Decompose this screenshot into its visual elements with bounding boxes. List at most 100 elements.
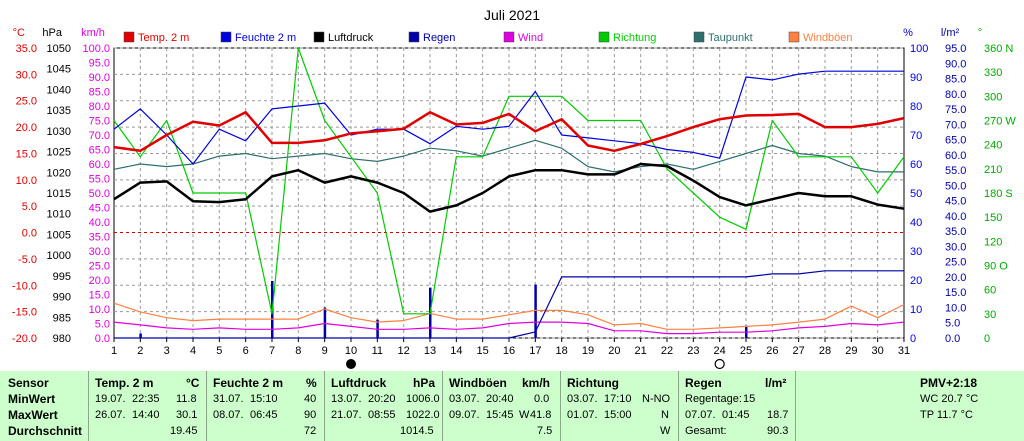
new-moon-icon — [346, 359, 356, 369]
rain-axis-tick-label: 25.0 — [945, 257, 966, 269]
x-tick-label: 20 — [608, 345, 620, 357]
header-pmv: PMV+2:18 — [920, 376, 978, 390]
column-divider — [442, 371, 443, 441]
direction-axis-tick-label: 360 N — [984, 43, 1013, 55]
direction-max-date: 01.07. — [567, 409, 598, 421]
gusts-max-time: 15:45 — [486, 409, 514, 421]
header-rain-unit: l/m² — [765, 376, 787, 390]
x-tick-label: 18 — [556, 345, 568, 357]
gusts-max-dir: W — [519, 409, 530, 421]
row-label-max: MaxWert — [8, 408, 58, 422]
humidity-axis-tick-label: 70 — [910, 130, 922, 142]
humidity-axis-tick-label: 10 — [910, 304, 922, 316]
direction-axis-tick-label: 180 S — [984, 188, 1013, 200]
header-humidity-unit: % — [306, 376, 317, 390]
pressure-axis-tick-label: 1035 — [47, 105, 71, 117]
x-tick-label: 9 — [322, 345, 328, 357]
wind-axis-tick-label: 65.0 — [89, 145, 110, 157]
direction-max-value: N — [661, 409, 669, 421]
pressure-max-date: 21.07. — [331, 409, 362, 421]
rain-axis-tick-label: 10.0 — [945, 302, 966, 314]
pressure-axis-tick-label: 1045 — [47, 64, 71, 76]
rain-max-date: 07.07. — [685, 409, 716, 421]
humidity-axis-tick-label: 20 — [910, 275, 922, 287]
temp-axis-tick-label: -20.0 — [12, 333, 37, 345]
direction-axis-tick-label: 90 O — [984, 261, 1008, 273]
wind-axis-tick-label: 60.0 — [89, 159, 110, 171]
pressure-axis-unit: hPa — [42, 27, 62, 39]
rain-axis-tick-label: 50.0 — [945, 180, 966, 192]
column-divider — [678, 371, 679, 441]
temp-max-value: 30.1 — [176, 409, 198, 421]
humidity-min-date: 31.07. — [213, 393, 244, 405]
legend-swatch — [503, 31, 515, 43]
x-tick-label: 16 — [503, 345, 515, 357]
rain-axis-unit: l/m² — [941, 27, 960, 39]
x-tick-label: 11 — [372, 345, 383, 357]
rain-axis-tick-label: 20.0 — [945, 272, 966, 284]
direction-axis-tick-label: 30 — [984, 309, 996, 321]
x-tick-label: 8 — [295, 345, 301, 357]
axes: 1 2 3 4 5 6 7 8 9 10 11 12 13 14 15 16 17 18 19 20 21 22 23 24 2… — [12, 27, 1016, 370]
header-gusts-unit: km/h — [522, 376, 551, 390]
rain-total-value: 90.3 — [767, 425, 789, 437]
rain-max-value: 18.7 — [767, 409, 789, 421]
wind-axis-tick-label: 90.0 — [89, 72, 110, 84]
rain-axis-tick-label: 35.0 — [945, 226, 966, 238]
temp-axis-tick-label: 10.0 — [16, 175, 37, 187]
row-label-avg: Durchschnitt — [8, 424, 83, 438]
series-line-temp-2-m — [113, 111, 905, 153]
direction-max-time: 15:00 — [604, 409, 632, 421]
direction-avg-value: W — [660, 425, 671, 437]
legend-swatch — [313, 31, 325, 43]
wind-axis-tick-label: 25.0 — [89, 261, 110, 273]
x-tick-label: 24 — [714, 345, 726, 357]
wind-axis-tick-label: 15.0 — [89, 290, 110, 302]
wind-axis-tick-label: 5.0 — [95, 319, 110, 331]
humidity-axis-tick-label: 60 — [910, 159, 922, 171]
row-label-min: MinWert — [8, 392, 56, 406]
header-temp-unit: °C — [186, 376, 200, 390]
wind-axis-tick-label: 85.0 — [89, 87, 110, 99]
x-tick-label: 30 — [872, 345, 884, 357]
x-tick-label: 26 — [766, 345, 778, 357]
humidity-max-date: 08.07. — [213, 409, 244, 421]
direction-min-value: N-NO — [642, 393, 671, 405]
header-rain: Regen — [685, 376, 722, 390]
pressure-axis-tick-label: 1005 — [47, 229, 71, 241]
legend-label: Luftdruck — [328, 32, 374, 44]
rain-axis-tick-label: 5.0 — [945, 318, 960, 330]
humidity-max-time: 06:45 — [250, 409, 278, 421]
direction-axis-unit: ° — [978, 27, 982, 39]
rain-bar-day-9 — [323, 307, 327, 338]
wind-axis-tick-label: 45.0 — [89, 203, 110, 215]
wind-axis-tick-label: 75.0 — [89, 116, 110, 128]
wind-axis-tick-label: 100.0 — [82, 43, 110, 55]
temp-avg-value: 19.45 — [170, 425, 198, 437]
series-line-wind — [113, 321, 905, 335]
series-lines — [113, 47, 905, 339]
pressure-axis-tick-label: 1020 — [47, 167, 71, 179]
header-gusts: Windböen — [449, 376, 507, 390]
rain-axis-tick-label: 30.0 — [945, 241, 966, 253]
humidity-avg-value: 72 — [304, 425, 317, 437]
temp-axis-tick-label: 15.0 — [16, 148, 37, 160]
pressure-axis-tick-label: 995 — [53, 271, 71, 283]
rain-max-time: 01:45 — [722, 409, 750, 421]
temp-axis-tick-label: 30.0 — [16, 69, 37, 81]
rain-axis-tick-label: 0.0 — [945, 333, 960, 345]
header-sensor: Sensor — [8, 376, 49, 390]
rain-total-label: Gesamt: — [685, 425, 727, 437]
wind-axis-tick-label: 35.0 — [89, 232, 110, 244]
rain-axis-tick-label: 60.0 — [945, 150, 966, 162]
rain-axis-tick-label: 90.0 — [945, 58, 966, 70]
x-tick-label: 22 — [661, 345, 673, 357]
legend-swatch — [408, 31, 420, 43]
pressure-axis-tick-label: 1050 — [47, 43, 71, 55]
humidity-min-value: 40 — [304, 393, 317, 405]
humidity-max-value: 90 — [304, 409, 317, 421]
legend-swatch — [598, 31, 610, 43]
pressure-axis-tick-label: 1000 — [47, 250, 71, 262]
gusts-min-value: 0.0 — [534, 393, 550, 405]
